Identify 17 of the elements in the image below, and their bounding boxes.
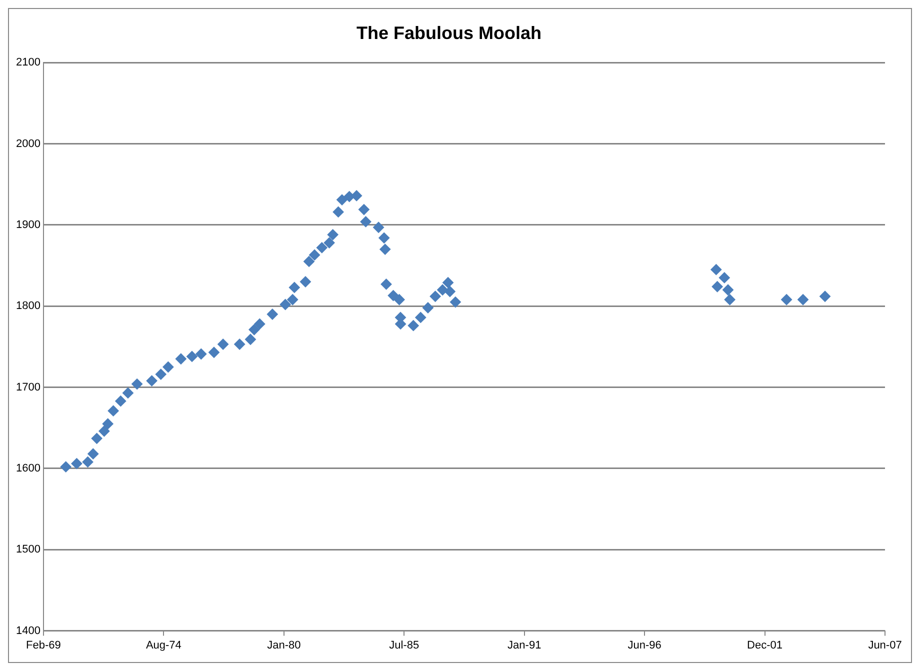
y-tick-label: 1700 [16, 381, 40, 394]
y-tick-label: 2100 [16, 56, 40, 69]
x-tick-label: Jan-80 [267, 639, 301, 652]
x-tick-label: Jun-96 [628, 639, 662, 652]
y-tick-label: 1600 [16, 462, 40, 474]
x-tick-label: Aug-74 [146, 639, 182, 652]
x-tick-label: Dec-01 [747, 639, 783, 652]
x-tick-label: Jun-07 [868, 639, 902, 652]
y-tick-label: 1400 [16, 624, 40, 637]
x-tick-label: Jul-85 [389, 639, 420, 652]
y-tick-label: 1900 [16, 218, 40, 231]
y-tick-label: 2000 [16, 138, 40, 150]
y-tick-label: 1500 [16, 544, 40, 556]
y-tick-label: 1800 [16, 300, 40, 312]
chart-title: The Fabulous Moolah [356, 22, 542, 43]
x-tick-label: Jan-91 [508, 639, 542, 652]
x-tick-label: Feb-69 [26, 639, 61, 652]
